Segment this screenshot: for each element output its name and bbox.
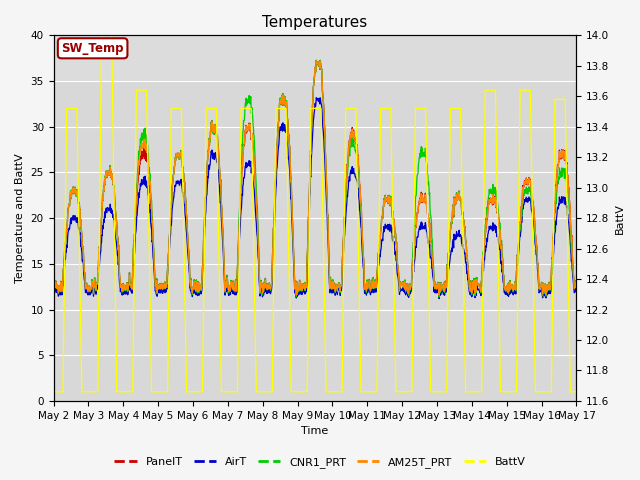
PanelT — [465, 278, 473, 284]
AM25T_PRT — [166, 226, 173, 232]
AM25T_PRT — [511, 281, 519, 287]
PanelT — [225, 288, 232, 293]
BattV — [396, 389, 404, 395]
Title: Temperatures: Temperatures — [262, 15, 367, 30]
AirT — [511, 286, 519, 291]
PanelT — [573, 281, 580, 287]
PanelT — [50, 282, 58, 288]
Line: CNR1_PRT: CNR1_PRT — [54, 60, 577, 297]
CNR1_PRT — [511, 280, 519, 286]
CNR1_PRT — [153, 291, 161, 297]
CNR1_PRT — [50, 282, 58, 288]
Bar — [54, 36, 577, 81]
PanelT — [153, 291, 161, 297]
CNR1_PRT — [573, 281, 580, 287]
BattV — [154, 389, 161, 395]
AM25T_PRT — [312, 58, 320, 64]
Legend: PanelT, AirT, CNR1_PRT, AM25T_PRT, BattV: PanelT, AirT, CNR1_PRT, AM25T_PRT, BattV — [110, 452, 530, 472]
Text: SW_Temp: SW_Temp — [61, 42, 124, 55]
CNR1_PRT — [225, 288, 232, 293]
AM25T_PRT — [225, 287, 232, 292]
BattV — [98, 33, 106, 38]
AirT — [573, 287, 580, 292]
AirT — [166, 240, 173, 246]
CNR1_PRT — [435, 294, 443, 300]
AirT — [396, 288, 404, 294]
AM25T_PRT — [465, 278, 473, 284]
AirT — [465, 285, 473, 291]
Line: AM25T_PRT: AM25T_PRT — [54, 61, 577, 295]
BattV — [50, 389, 58, 395]
Y-axis label: BattV: BattV — [615, 203, 625, 234]
Line: BattV: BattV — [54, 36, 577, 392]
AM25T_PRT — [153, 289, 161, 295]
CNR1_PRT — [312, 58, 320, 63]
CNR1_PRT — [465, 278, 473, 284]
X-axis label: Time: Time — [301, 426, 328, 436]
BattV — [166, 191, 174, 196]
Y-axis label: Temperature and BattV: Temperature and BattV — [15, 153, 25, 283]
AM25T_PRT — [396, 284, 404, 290]
BattV — [225, 389, 232, 395]
PanelT — [435, 294, 443, 300]
CNR1_PRT — [396, 284, 404, 290]
AM25T_PRT — [50, 282, 58, 288]
AM25T_PRT — [435, 292, 443, 298]
AirT — [225, 291, 232, 297]
AirT — [435, 296, 443, 301]
AirT — [153, 293, 161, 299]
AirT — [50, 287, 58, 293]
PanelT — [396, 284, 404, 290]
Line: PanelT: PanelT — [54, 60, 577, 297]
CNR1_PRT — [166, 226, 173, 232]
BattV — [511, 389, 518, 395]
AirT — [312, 95, 320, 101]
AM25T_PRT — [573, 282, 580, 288]
PanelT — [511, 280, 519, 286]
BattV — [573, 389, 580, 395]
PanelT — [312, 58, 320, 63]
Line: AirT: AirT — [54, 98, 577, 299]
PanelT — [166, 226, 173, 232]
BattV — [465, 389, 472, 395]
